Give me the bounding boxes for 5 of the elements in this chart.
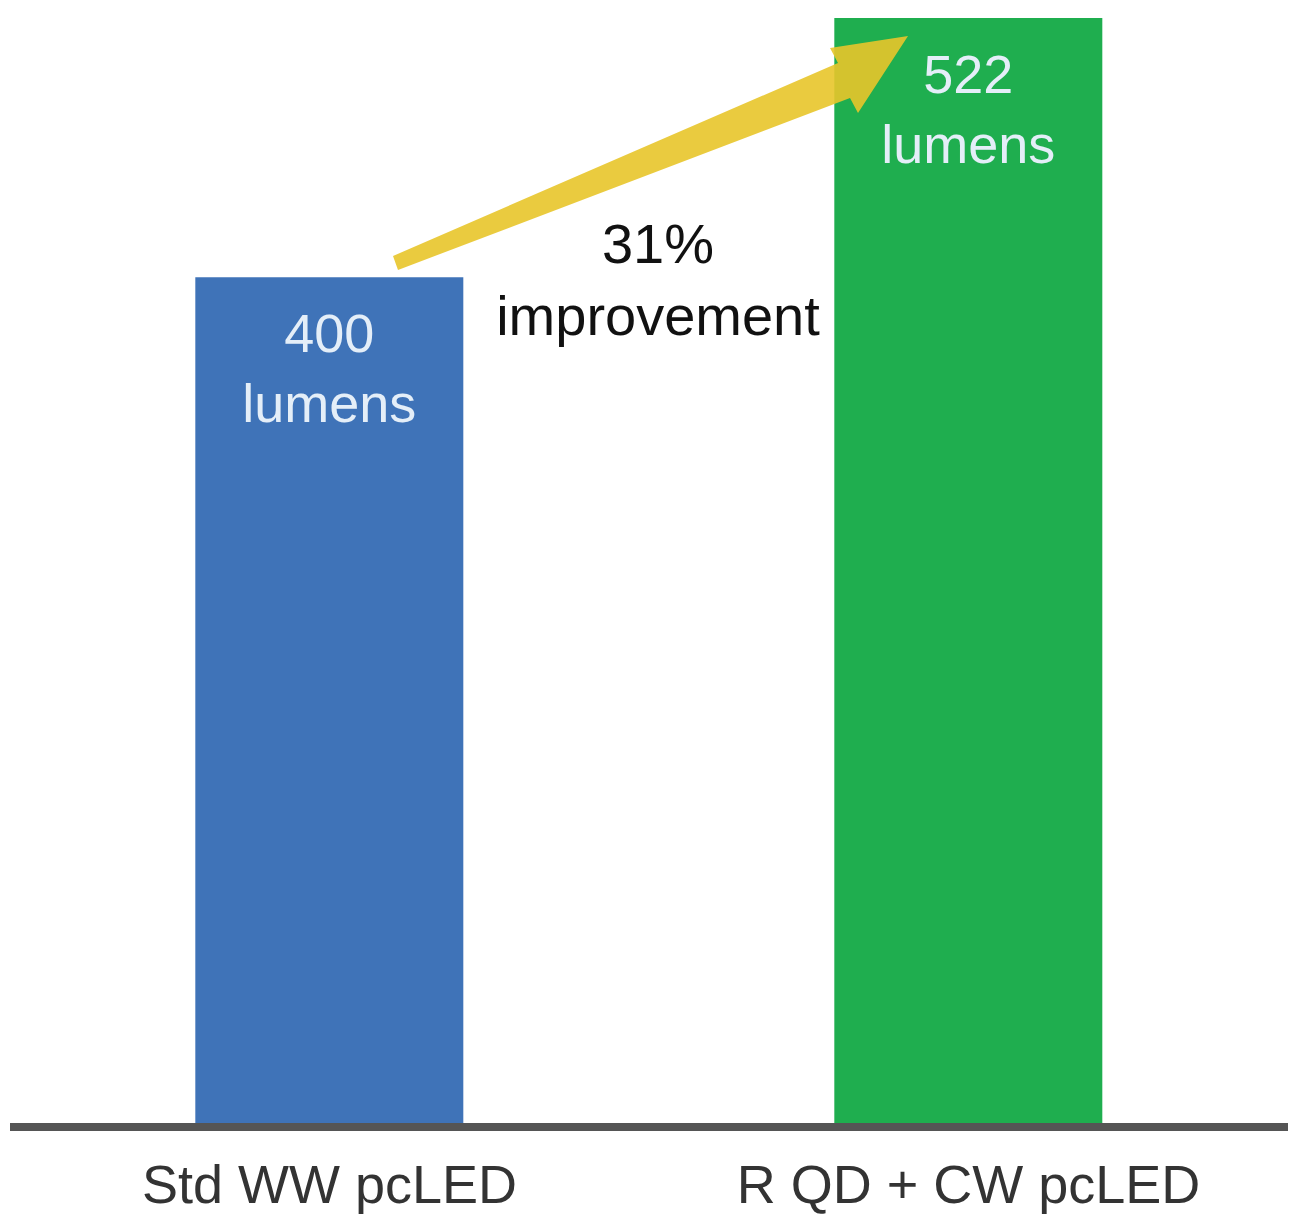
data-label: 522 lumens <box>881 44 1056 174</box>
data-label: 400 lumens <box>242 303 417 434</box>
x-tick-label: R QD + CW pcLED <box>736 1154 1201 1215</box>
annotation: 31% improvement <box>495 211 821 349</box>
x-tick-label: Std WW pcLED <box>141 1154 518 1215</box>
